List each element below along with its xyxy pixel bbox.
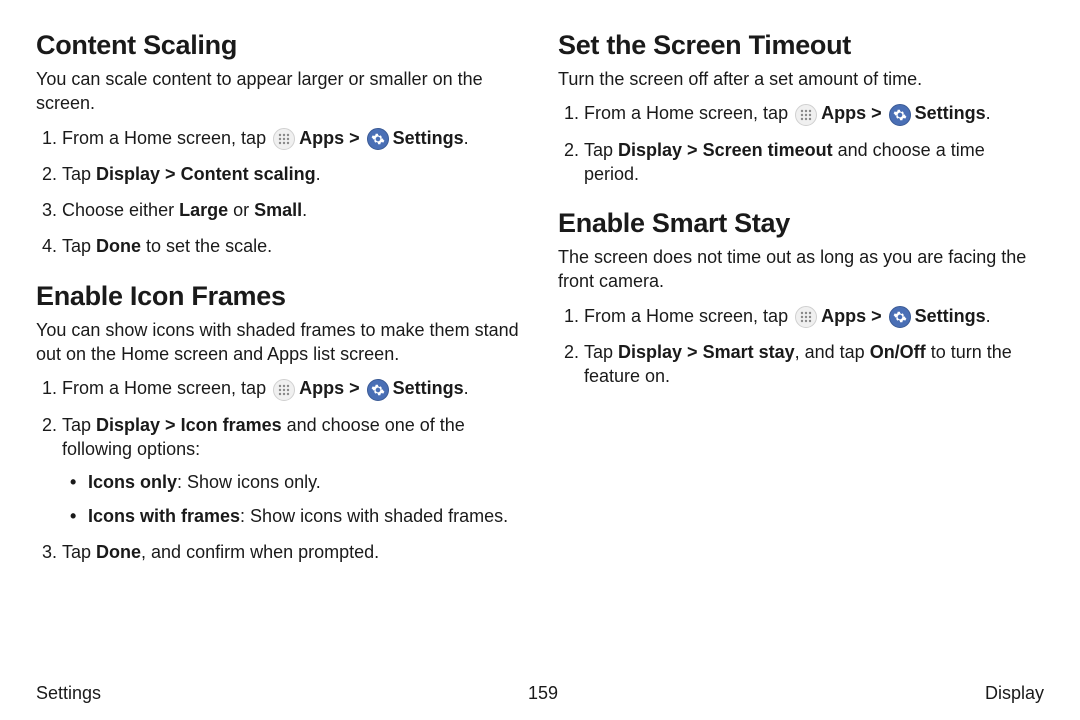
footer-page-number: 159 <box>528 683 558 704</box>
apps-label: Apps <box>299 378 344 398</box>
heading-icon-frames: Enable Icon Frames <box>36 281 522 312</box>
step-text: Tap <box>584 342 618 362</box>
step-item: Tap Display > Screen timeout and choose … <box>584 138 1044 187</box>
footer-left: Settings <box>36 683 101 704</box>
step-text: , and confirm when prompted. <box>141 542 379 562</box>
apps-icon <box>795 104 817 126</box>
step-item: Choose either Large or Small. <box>62 198 522 222</box>
sub-text: : Show icons with shaded frames. <box>240 506 508 526</box>
settings-icon-wrap <box>367 128 391 150</box>
intro-screen-timeout: Turn the screen off after a set amount o… <box>558 67 1044 91</box>
settings-icon-wrap <box>889 306 913 328</box>
step-text: From a Home screen, tap <box>584 103 793 123</box>
step-text: From a Home screen, tap <box>62 128 271 148</box>
apps-icon <box>273 128 295 150</box>
sub-item: Icons with frames: Show icons with shade… <box>70 505 522 528</box>
step-text: Choose either <box>62 200 179 220</box>
settings-icon-wrap <box>367 379 391 401</box>
step-text: . <box>986 103 991 123</box>
apps-label: Apps <box>821 103 866 123</box>
step-text: Tap <box>584 140 618 160</box>
step-bold: Display > Screen timeout <box>618 140 833 160</box>
step-text: . <box>464 128 469 148</box>
sub-list: Icons only: Show icons only. Icons with … <box>62 471 522 528</box>
apps-icon-wrap <box>273 379 297 401</box>
step-item: Tap Display > Icon frames and choose one… <box>62 413 522 528</box>
apps-label: Apps <box>299 128 344 148</box>
gear-icon <box>889 306 911 328</box>
step-text: From a Home screen, tap <box>584 306 793 326</box>
heading-content-scaling: Content Scaling <box>36 30 522 61</box>
steps-icon-frames: From a Home screen, tap Apps > Settings.… <box>36 376 522 564</box>
content-columns: Content Scaling You can scale content to… <box>36 30 1044 670</box>
separator: > <box>344 128 365 148</box>
apps-icon-wrap <box>795 104 819 126</box>
intro-icon-frames: You can show icons with shaded frames to… <box>36 318 522 367</box>
intro-content-scaling: You can scale content to appear larger o… <box>36 67 522 116</box>
separator: > <box>866 103 887 123</box>
step-bold: Display > Content scaling <box>96 164 316 184</box>
step-bold: Display > Icon frames <box>96 415 282 435</box>
sub-text: : Show icons only. <box>177 472 321 492</box>
separator: > <box>866 306 887 326</box>
sub-bold: Icons only <box>88 472 177 492</box>
step-text: to set the scale. <box>141 236 272 256</box>
steps-smart-stay: From a Home screen, tap Apps > Settings.… <box>558 304 1044 389</box>
heading-smart-stay: Enable Smart Stay <box>558 208 1044 239</box>
step-text: . <box>316 164 321 184</box>
step-bold: Small <box>254 200 302 220</box>
apps-label: Apps <box>821 306 866 326</box>
settings-label: Settings <box>393 128 464 148</box>
steps-screen-timeout: From a Home screen, tap Apps > Settings.… <box>558 101 1044 186</box>
step-text: Tap <box>62 542 96 562</box>
left-column: Content Scaling You can scale content to… <box>36 30 522 670</box>
settings-label: Settings <box>915 306 986 326</box>
step-text: . <box>302 200 307 220</box>
apps-icon-wrap <box>273 128 297 150</box>
step-item: Tap Display > Smart stay, and tap On/Off… <box>584 340 1044 389</box>
step-text: Tap <box>62 236 96 256</box>
step-text: . <box>986 306 991 326</box>
step-bold: Done <box>96 236 141 256</box>
step-text: , and tap <box>795 342 870 362</box>
step-item: From a Home screen, tap Apps > Settings. <box>584 304 1044 328</box>
apps-icon <box>795 306 817 328</box>
section-content-scaling: Content Scaling You can scale content to… <box>36 30 522 259</box>
separator: > <box>344 378 365 398</box>
apps-icon <box>273 379 295 401</box>
page-footer: Settings 159 Display <box>36 683 1044 704</box>
step-item: From a Home screen, tap Apps > Settings. <box>62 376 522 400</box>
step-bold: Done <box>96 542 141 562</box>
settings-label: Settings <box>915 103 986 123</box>
heading-screen-timeout: Set the Screen Timeout <box>558 30 1044 61</box>
step-item: Tap Display > Content scaling. <box>62 162 522 186</box>
step-text: From a Home screen, tap <box>62 378 271 398</box>
settings-label: Settings <box>393 378 464 398</box>
sub-item: Icons only: Show icons only. <box>70 471 522 494</box>
gear-icon <box>367 128 389 150</box>
step-item: From a Home screen, tap Apps > Settings. <box>584 101 1044 125</box>
section-icon-frames: Enable Icon Frames You can show icons wi… <box>36 281 522 565</box>
step-text: Tap <box>62 415 96 435</box>
apps-icon-wrap <box>795 306 819 328</box>
footer-right: Display <box>985 683 1044 704</box>
step-text: or <box>228 200 254 220</box>
step-text: Tap <box>62 164 96 184</box>
settings-icon-wrap <box>889 104 913 126</box>
section-smart-stay: Enable Smart Stay The screen does not ti… <box>558 208 1044 388</box>
step-item: Tap Done to set the scale. <box>62 234 522 258</box>
step-item: Tap Done, and confirm when prompted. <box>62 540 522 564</box>
gear-icon <box>889 104 911 126</box>
gear-icon <box>367 379 389 401</box>
step-bold: Large <box>179 200 228 220</box>
step-bold: Display > Smart stay <box>618 342 795 362</box>
sub-bold: Icons with frames <box>88 506 240 526</box>
intro-smart-stay: The screen does not time out as long as … <box>558 245 1044 294</box>
right-column: Set the Screen Timeout Turn the screen o… <box>558 30 1044 670</box>
step-bold: On/Off <box>870 342 926 362</box>
step-text: . <box>464 378 469 398</box>
steps-content-scaling: From a Home screen, tap Apps > Settings.… <box>36 126 522 259</box>
step-item: From a Home screen, tap Apps > Settings. <box>62 126 522 150</box>
section-screen-timeout: Set the Screen Timeout Turn the screen o… <box>558 30 1044 186</box>
